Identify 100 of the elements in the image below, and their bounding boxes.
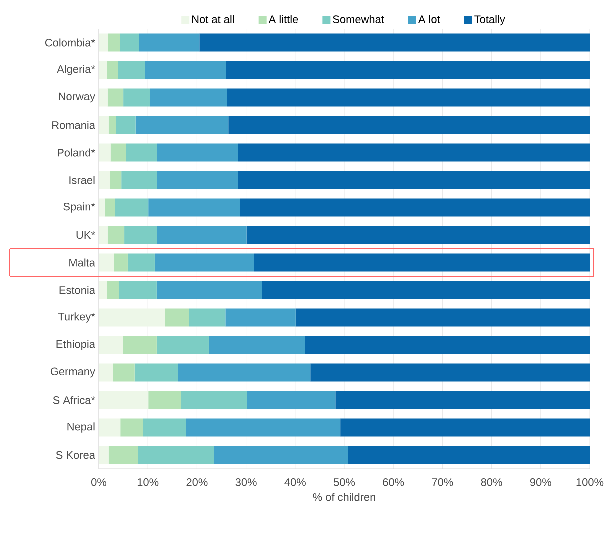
y-tick-label: Nepal [68,422,95,433]
bar [145,61,226,80]
bar [99,418,121,437]
bar [126,144,158,162]
bar [128,254,155,272]
bar [99,171,110,190]
y-tick-label: Malta [70,258,96,267]
x-tick-label: 60% [383,478,404,486]
y-tick-label: Turkey* [58,312,96,323]
y-tick-label: Israel [70,176,95,184]
bar [120,418,144,437]
bar [120,34,140,52]
y-tick-label: Ethiopia [56,340,96,350]
bar [238,144,590,162]
bar [214,446,348,464]
bar [122,171,158,190]
bar [296,308,590,327]
bar [157,171,238,190]
bar [118,61,146,80]
legend-label: Not at all [192,15,234,24]
bar [186,418,341,437]
bar [99,198,105,217]
bar [108,226,125,244]
y-tick-label: Romania [52,121,96,130]
x-tick-label: 30% [236,478,257,486]
bar [189,308,226,327]
legend-label: A lot [418,15,440,24]
x-tick-label: 70% [432,478,454,486]
bar [336,391,590,410]
bar [305,336,590,354]
bar [208,336,306,354]
bar [119,281,157,300]
x-tick-label: 100% [576,478,604,486]
bar [157,226,247,244]
y-tick-label: Germany [50,368,96,378]
bar [99,336,124,354]
bar [123,336,157,354]
bar [156,336,209,354]
bar [165,308,190,327]
bar [99,391,149,410]
bar [114,254,128,272]
bar [226,308,296,327]
legend-label: A little [268,15,298,24]
bar [108,116,116,134]
x-tick-label: 80% [481,478,502,486]
x-tick-label: 10% [138,478,159,486]
bar [124,226,158,244]
bar [99,254,114,272]
bar [104,198,116,217]
bar [99,281,107,300]
bar [115,198,149,217]
bar [99,226,108,244]
y-tick-label: Norway [59,92,96,103]
legend-label: Somewhat [333,15,384,24]
bar [240,198,590,217]
bar [154,254,254,272]
bar [310,364,590,382]
bar [228,116,590,134]
bar [106,281,120,300]
bar [150,88,228,107]
bar [113,364,135,382]
y-tick-label: Colombia* [45,38,96,47]
bar [110,144,126,162]
bar [99,61,108,80]
x-tick-label: 50% [334,478,356,486]
bar [340,418,590,437]
bar [108,34,120,52]
bar [181,391,248,410]
bar [157,144,238,162]
bar [116,116,136,134]
bar [99,446,109,464]
x-tick-label: 90% [530,478,552,486]
y-tick-label: Estonia [60,286,96,294]
bar [139,34,200,52]
bar [110,171,122,190]
bar [262,281,590,300]
x-tick-label: 0% [92,478,107,486]
bar [107,61,118,80]
legend-label: Totally [474,15,506,26]
bar [148,198,240,217]
y-tick-label: S Africa* [53,396,96,404]
y-tick-label: Algeria* [57,65,96,76]
bar [134,364,178,382]
bar [348,446,590,464]
bar [136,116,229,134]
bar [148,391,181,410]
bar [156,281,262,300]
bar [124,88,150,107]
bar [178,364,311,382]
bar [138,446,214,464]
x-tick-label: 20% [186,478,208,486]
y-tick-label: S Korea [56,451,96,460]
bar [99,116,109,134]
bar [254,254,590,272]
bar [99,88,108,107]
bar [108,446,138,464]
bar [143,418,186,437]
bar [226,61,590,80]
bar [99,34,108,52]
x-axis-title: % of children [313,493,376,502]
